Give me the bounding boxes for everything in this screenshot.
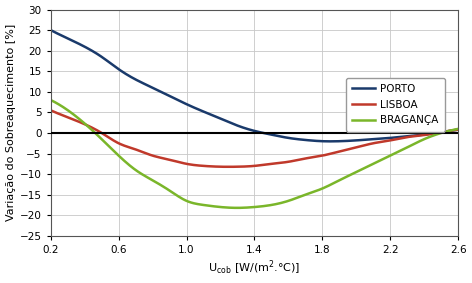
- BRAGANÇA: [419, 139, 424, 142]
- BRAGANÇA: [290, 198, 296, 201]
- Line: LISBOA: LISBOA: [51, 110, 458, 167]
- X-axis label: U$_{\mathregular{cob}}$ [W/(m$^2$.°C)]: U$_{\mathregular{cob}}$ [W/(m$^2$.°C)]: [208, 259, 301, 277]
- LISBOA: [419, 134, 424, 137]
- BRAGANÇA: [292, 197, 297, 200]
- PORTO: [455, 128, 461, 131]
- PORTO: [297, 138, 303, 141]
- PORTO: [393, 136, 398, 139]
- LISBOA: [227, 165, 232, 168]
- BRAGANÇA: [49, 99, 55, 102]
- LISBOA: [290, 159, 296, 163]
- BRAGANÇA: [299, 194, 304, 198]
- PORTO: [290, 137, 296, 140]
- LISBOA: [393, 138, 398, 141]
- PORTO: [49, 29, 55, 33]
- PORTO: [48, 28, 54, 32]
- Y-axis label: Variação do Sobreaquecimento [%]: Variação do Sobreaquecimento [%]: [6, 24, 16, 221]
- Legend: PORTO, LISBOA, BRAGANÇA: PORTO, LISBOA, BRAGANÇA: [346, 78, 445, 132]
- BRAGANÇA: [455, 127, 461, 130]
- Line: BRAGANÇA: BRAGANÇA: [51, 100, 458, 208]
- BRAGANÇA: [393, 151, 398, 155]
- LISBOA: [49, 109, 55, 113]
- BRAGANÇA: [235, 206, 240, 209]
- LISBOA: [48, 109, 54, 112]
- LISBOA: [455, 128, 461, 131]
- BRAGANÇA: [48, 98, 54, 102]
- PORTO: [419, 133, 424, 137]
- Line: PORTO: PORTO: [51, 30, 458, 141]
- PORTO: [289, 137, 295, 140]
- LISBOA: [299, 158, 304, 161]
- LISBOA: [292, 159, 297, 162]
- PORTO: [327, 140, 333, 143]
